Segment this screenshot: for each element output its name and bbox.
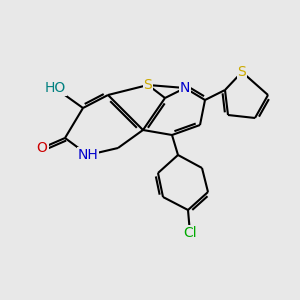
Text: NH: NH — [78, 148, 98, 162]
Text: HO: HO — [44, 81, 66, 95]
Text: Cl: Cl — [183, 226, 197, 240]
Text: S: S — [144, 78, 152, 92]
Text: O: O — [37, 141, 47, 155]
Text: S: S — [238, 65, 246, 79]
Text: N: N — [180, 81, 190, 95]
